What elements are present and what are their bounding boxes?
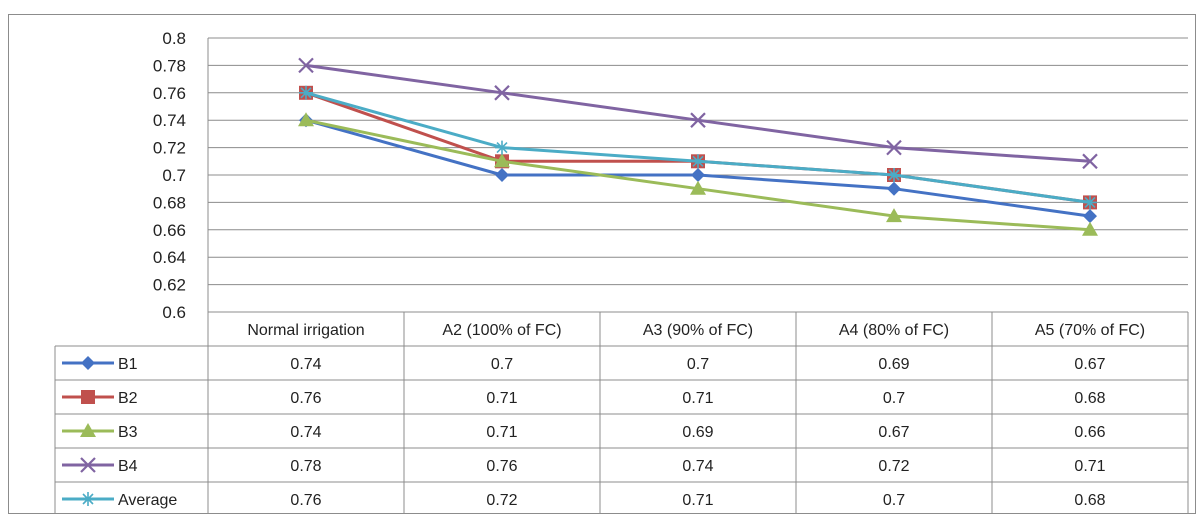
data-point — [80, 423, 96, 437]
data-point — [494, 153, 510, 168]
data-point — [691, 168, 705, 182]
data-point — [887, 181, 901, 196]
y-tick-label: 0.7 — [162, 166, 186, 185]
series-layer — [298, 57, 1098, 236]
data-table: Normal irrigation A2 (100% of FC) A3 (90% … — [54, 311, 1189, 513]
y-tick-label: 0.62 — [153, 276, 186, 295]
table-cell: 0.71 — [682, 390, 713, 407]
data-point — [1083, 209, 1097, 224]
data-point — [691, 154, 705, 169]
table-cell: 0.74 — [290, 424, 321, 441]
table-cell: 0.71 — [486, 424, 517, 441]
y-axis-tick-labels: 0.8 0.78 0.76 0.74 0.72 0.7 0.68 0.66 0.64 0.62 0.… — [153, 29, 186, 322]
legend-key-average: Average — [62, 492, 177, 509]
legend-key-b2: B2 — [62, 390, 138, 407]
y-tick-label: 0.76 — [153, 84, 186, 103]
legend-key-b3: B3 — [62, 423, 138, 441]
category-label: A2 (100% of FC) — [442, 322, 561, 339]
table-cell: 0.78 — [290, 458, 321, 475]
table-cell: 0.76 — [290, 492, 321, 509]
data-point — [495, 168, 509, 182]
table-cell: 0.66 — [1074, 424, 1105, 441]
table-cell: 0.7 — [687, 356, 709, 373]
table-cell: 0.7 — [491, 356, 513, 373]
data-point — [81, 390, 95, 404]
table-cell: 0.74 — [682, 458, 713, 475]
data-point — [690, 112, 706, 128]
category-label: A5 (70% of FC) — [1035, 322, 1145, 339]
y-tick-label: 0.74 — [153, 111, 186, 130]
table-cell: 0.71 — [682, 492, 713, 509]
data-point — [1082, 221, 1098, 236]
series-line — [305, 63, 1091, 163]
data-point — [494, 85, 510, 101]
legend-label: Average — [118, 492, 177, 509]
table-cell: 0.67 — [878, 424, 909, 441]
table-cell: 0.71 — [1074, 458, 1105, 475]
legend-label: B3 — [118, 424, 138, 441]
series-b4 — [298, 57, 1098, 170]
series-b3 — [298, 112, 1098, 236]
table-cell: 0.76 — [290, 390, 321, 407]
y-tick-label: 0.66 — [153, 221, 186, 240]
chart-frame — [8, 14, 1196, 514]
data-point — [887, 168, 901, 182]
data-point — [81, 356, 95, 370]
data-point — [1082, 153, 1098, 170]
y-tick-label: 0.68 — [153, 193, 186, 212]
grid-layer — [207, 37, 1188, 313]
table-cell: 0.68 — [1074, 390, 1105, 407]
table-cell: 0.67 — [1074, 356, 1105, 373]
y-tick-label: 0.8 — [162, 29, 186, 48]
table-cell: 0.69 — [682, 424, 713, 441]
data-point — [298, 57, 314, 74]
table-cell: 0.69 — [878, 356, 909, 373]
series-average — [299, 85, 1097, 210]
y-tick-label: 0.6 — [162, 303, 186, 322]
category-label: A3 (90% of FC) — [643, 322, 753, 339]
data-point — [80, 457, 96, 473]
table-cell: 0.68 — [1074, 492, 1105, 509]
data-point — [690, 180, 706, 195]
data-point — [886, 139, 902, 156]
table-cell: 0.72 — [878, 458, 909, 475]
data-point — [886, 208, 902, 223]
y-tick-label: 0.64 — [153, 248, 186, 267]
legend-key-b1: B1 — [62, 356, 138, 373]
data-point — [1083, 195, 1097, 210]
legend-label: B1 — [118, 356, 138, 373]
legend-label: B4 — [118, 458, 138, 475]
table-cell: 0.74 — [290, 356, 321, 373]
table-cell: 0.7 — [883, 492, 905, 509]
table-cell: 0.72 — [486, 492, 517, 509]
table-cell: 0.76 — [486, 458, 517, 475]
table-cell: 0.7 — [883, 390, 905, 407]
y-tick-label: 0.72 — [153, 139, 186, 158]
category-label: A4 (80% of FC) — [839, 322, 949, 339]
category-label: Normal irrigation — [247, 322, 364, 339]
data-point — [495, 140, 509, 155]
legend-label: B2 — [118, 390, 138, 407]
data-point — [298, 112, 314, 127]
table-cell: 0.71 — [486, 390, 517, 407]
legend-key-b4: B4 — [62, 457, 138, 475]
data-point — [81, 492, 95, 506]
y-tick-label: 0.78 — [153, 56, 186, 75]
data-point — [299, 85, 313, 100]
